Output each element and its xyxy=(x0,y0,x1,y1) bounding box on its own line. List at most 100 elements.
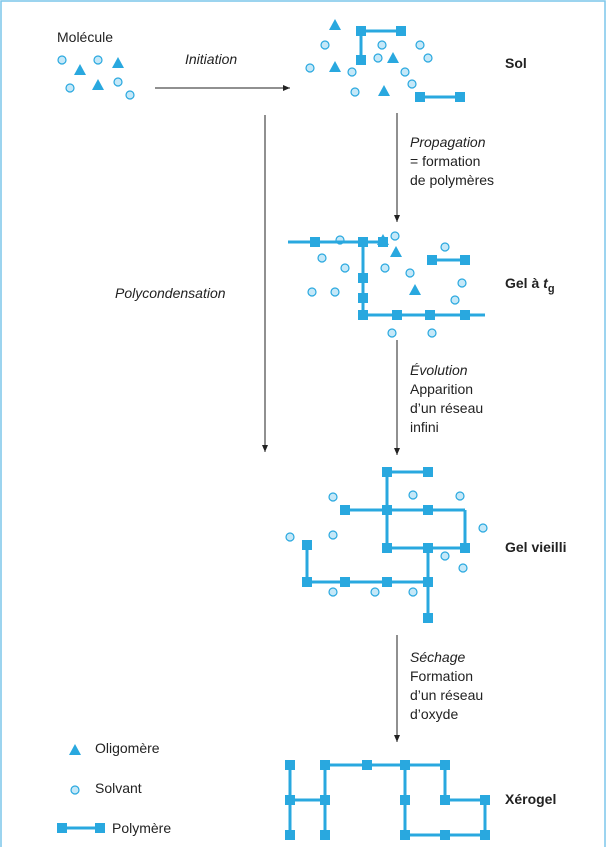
solvent xyxy=(65,83,75,93)
stage-label: Gel à tg xyxy=(505,275,555,295)
solvent xyxy=(125,90,135,100)
solvent xyxy=(320,40,330,50)
transition-title: Propagation xyxy=(410,134,486,150)
transition-text: Formation xyxy=(410,668,473,684)
monomer xyxy=(423,467,433,477)
solvent xyxy=(70,785,80,795)
solvent xyxy=(57,55,67,65)
solvent xyxy=(440,551,450,561)
legend-label: Solvant xyxy=(95,780,142,796)
solvent xyxy=(340,263,350,273)
monomer xyxy=(302,577,312,587)
monomer xyxy=(396,26,406,36)
oligomer xyxy=(378,85,390,96)
monomer xyxy=(358,273,368,283)
monomer xyxy=(382,543,392,553)
monomer xyxy=(423,613,433,623)
oligomer xyxy=(329,19,341,30)
monomer xyxy=(95,823,105,833)
transition-text: d’oxyde xyxy=(410,706,458,722)
monomer xyxy=(400,760,410,770)
monomer xyxy=(310,237,320,247)
label: Polycondensation xyxy=(115,285,226,301)
solvent xyxy=(478,523,488,533)
monomer xyxy=(285,830,295,840)
solvent xyxy=(328,492,338,502)
solvent xyxy=(307,287,317,297)
solvent xyxy=(457,278,467,288)
transition-title: Séchage xyxy=(410,649,465,665)
transition-text: d’un réseau xyxy=(410,400,483,416)
monomer xyxy=(320,760,330,770)
monomer xyxy=(427,255,437,265)
monomer xyxy=(440,795,450,805)
oligomer xyxy=(74,64,86,75)
stage-label: Sol xyxy=(505,55,527,71)
monomer xyxy=(460,543,470,553)
transition-text: Apparition xyxy=(410,381,473,397)
monomer xyxy=(423,577,433,587)
transition-text: infini xyxy=(410,419,439,435)
monomer xyxy=(382,467,392,477)
solvent xyxy=(408,490,418,500)
solvent xyxy=(415,40,425,50)
monomer xyxy=(480,830,490,840)
solvent xyxy=(113,77,123,87)
legend-label: Oligomère xyxy=(95,740,160,756)
solvent xyxy=(305,63,315,73)
monomer xyxy=(392,310,402,320)
monomer xyxy=(415,92,425,102)
monomer xyxy=(423,505,433,515)
monomer xyxy=(423,543,433,553)
solvent xyxy=(387,328,397,338)
stage-label: Xérogel xyxy=(505,791,556,807)
monomer xyxy=(362,760,372,770)
oligomer xyxy=(329,61,341,72)
monomer xyxy=(382,577,392,587)
oligomer xyxy=(112,57,124,68)
solvent xyxy=(440,242,450,252)
monomer xyxy=(460,310,470,320)
monomer xyxy=(285,795,295,805)
transition-text: de polymères xyxy=(410,172,494,188)
monomer xyxy=(358,237,368,247)
solvent xyxy=(373,53,383,63)
oligomer xyxy=(92,79,104,90)
monomer xyxy=(340,577,350,587)
monomer xyxy=(320,830,330,840)
monomer xyxy=(57,823,67,833)
solvent xyxy=(93,55,103,65)
solvent xyxy=(450,295,460,305)
legend-label: Polymère xyxy=(112,820,171,836)
solvent xyxy=(317,253,327,263)
monomer xyxy=(400,795,410,805)
solvent xyxy=(390,231,400,241)
label: Initiation xyxy=(185,51,237,67)
solvent xyxy=(408,587,418,597)
monomer xyxy=(480,795,490,805)
monomer xyxy=(285,760,295,770)
solvent xyxy=(328,530,338,540)
solvent xyxy=(285,532,295,542)
solvent xyxy=(427,328,437,338)
label: Molécule xyxy=(57,29,113,45)
solvent xyxy=(423,53,433,63)
oligomer xyxy=(69,744,81,755)
oligomer xyxy=(390,246,402,257)
solvent xyxy=(458,563,468,573)
monomer xyxy=(356,26,366,36)
solvent xyxy=(370,587,380,597)
monomer xyxy=(378,237,388,247)
monomer xyxy=(358,310,368,320)
solvent xyxy=(400,67,410,77)
solvent xyxy=(350,87,360,97)
monomer xyxy=(382,505,392,515)
transition-text: d’un réseau xyxy=(410,687,483,703)
stage-label: Gel vieilli xyxy=(505,539,566,555)
solvent xyxy=(377,40,387,50)
oligomer xyxy=(387,52,399,63)
monomer xyxy=(340,505,350,515)
monomer xyxy=(440,830,450,840)
